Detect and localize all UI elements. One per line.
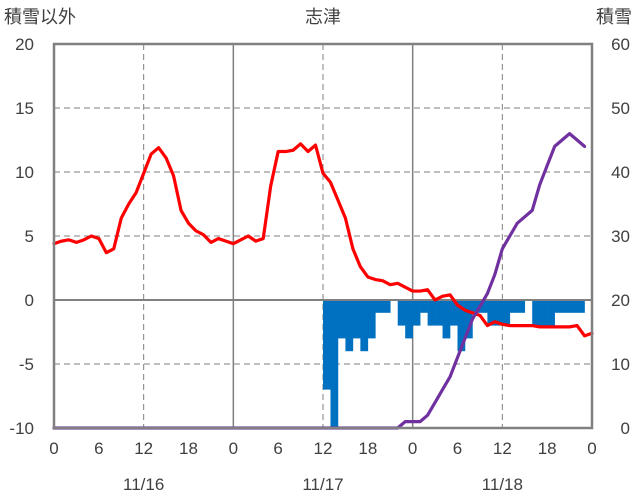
left-tick-label: 15 [15,99,34,118]
precip-bar [562,300,570,313]
precip-bar [479,300,488,313]
precipitation-bars [323,300,585,428]
x-tick-label: 12 [134,439,153,458]
x-tick-label: 0 [408,439,417,458]
x-tick-label: 12 [314,439,333,458]
chart-title: 志津 [305,7,341,27]
precip-bar [375,300,384,313]
right-tick-label: 20 [611,291,630,310]
date-label: 11/16 [123,475,164,494]
x-tick-label: 18 [538,439,557,458]
right-tick-label: 0 [621,419,630,438]
left-tick-label: -10 [9,419,34,438]
precip-bar [509,300,518,313]
plot-frame [52,42,594,430]
precip-bar [412,300,421,326]
precip-bar [494,300,503,326]
precip-bar [554,300,563,313]
left-tick-label: 5 [25,227,34,246]
precip-bar [345,300,354,352]
precip-bar [457,300,466,352]
right-tick-label: 30 [611,227,630,246]
x-tick-label: 0 [49,439,58,458]
right-tick-label: 40 [611,163,630,182]
precip-bar [405,300,413,339]
precip-bar [442,300,451,339]
precip-bar [464,300,473,339]
precip-bar [360,300,369,352]
temperature-line [52,142,594,338]
left-axis-ticks: 20 15 10 5 0 -5 -10 [9,35,34,438]
precip-bar [532,300,540,326]
x-tick-label: 6 [94,439,103,458]
left-tick-label: 0 [25,291,34,310]
precip-bar [435,300,443,326]
precip-bar [382,300,391,313]
precip-bar [323,300,331,390]
left-axis-label: 積雪以外 [4,7,76,27]
precip-bar [427,300,436,326]
precip-bar [450,300,458,326]
precip-bar [472,300,481,313]
x-tick-label: 6 [273,439,282,458]
precip-bar [539,300,548,326]
gridlines [54,44,592,428]
x-tick-label: 12 [493,439,512,458]
x-tick-label: 6 [453,439,462,458]
snow-depth-line [52,132,587,430]
date-labels: 11/16 11/17 11/18 [123,475,523,494]
x-tick-label: 0 [587,439,596,458]
right-tick-label: 10 [611,355,630,374]
x-tick-label: 18 [179,439,198,458]
precip-bar [502,300,511,326]
left-tick-label: 10 [15,163,34,182]
right-tick-label: 60 [611,35,630,54]
x-axis-ticks: 0 6 12 18 0 6 12 18 0 6 12 18 0 [49,439,596,458]
precip-bar [397,300,406,326]
x-tick-label: 18 [358,439,377,458]
precip-bar [517,300,526,313]
precip-bar [330,300,339,428]
right-axis-label: 積雪 [596,7,632,27]
precip-bar [337,300,346,339]
date-label: 11/17 [302,475,343,494]
precip-bar [352,300,361,339]
right-tick-label: 50 [611,99,630,118]
x-tick-label: 0 [229,439,238,458]
left-tick-label: -5 [19,355,34,374]
precip-bar [367,300,376,339]
precip-bar [487,300,496,326]
precip-bar [547,300,555,326]
date-label: 11/18 [482,475,523,494]
left-tick-label: 20 [15,35,34,54]
precip-bar [577,300,585,313]
right-axis-ticks: 60 50 40 30 20 10 0 [611,35,630,438]
precip-bar [569,300,578,313]
precip-bar [420,300,428,313]
